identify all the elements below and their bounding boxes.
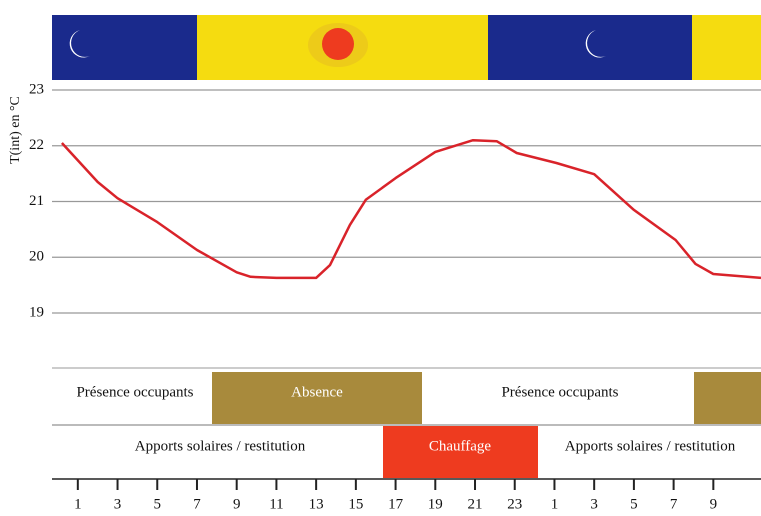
x-tick-label: 21 xyxy=(468,496,483,512)
y-tick-label: 23 xyxy=(29,81,44,97)
x-tick-label: 23 xyxy=(507,496,522,512)
y-axis-label: T(int) en °C xyxy=(8,96,23,164)
y-tick-label: 20 xyxy=(29,249,44,265)
x-tick-label: 7 xyxy=(193,496,201,512)
x-tick-label: 3 xyxy=(590,496,598,512)
temperature-line xyxy=(60,138,761,280)
x-tick-label: 7 xyxy=(670,496,678,512)
occupancy-label: Présence occupants xyxy=(501,384,618,400)
x-tick-label: 1 xyxy=(551,496,559,512)
x-tick-label: 5 xyxy=(630,496,638,512)
absence-block xyxy=(212,372,422,424)
x-tick-label: 15 xyxy=(348,496,363,512)
x-tick-label: 5 xyxy=(154,496,162,512)
x-tick-label: 3 xyxy=(114,496,122,512)
x-tick-label: 17 xyxy=(388,496,404,512)
day xyxy=(692,15,761,80)
heating-block xyxy=(383,426,538,478)
x-tick-label: 13 xyxy=(309,496,324,512)
heat-label: Apports solaires / restitution xyxy=(135,438,306,454)
night xyxy=(52,15,197,80)
occupancy-label: Présence occupants xyxy=(76,384,193,400)
heat-label: Apports solaires / restitution xyxy=(565,438,736,454)
x-tick-label: 9 xyxy=(710,496,718,512)
occupancy-label: Absence xyxy=(291,384,343,400)
sky-band xyxy=(52,15,761,80)
y-tick-label: 22 xyxy=(29,137,44,153)
y-tick-label: 21 xyxy=(29,193,44,209)
absence-block xyxy=(694,372,761,424)
heat-label: Chauffage xyxy=(429,438,492,454)
night xyxy=(488,15,692,80)
sun xyxy=(322,28,354,60)
y-tick-label: 19 xyxy=(29,304,44,320)
x-tick-label: 11 xyxy=(269,496,283,512)
x-tick-label: 9 xyxy=(233,496,241,512)
x-tick-label: 1 xyxy=(74,496,82,512)
x-tick-label: 19 xyxy=(428,496,443,512)
